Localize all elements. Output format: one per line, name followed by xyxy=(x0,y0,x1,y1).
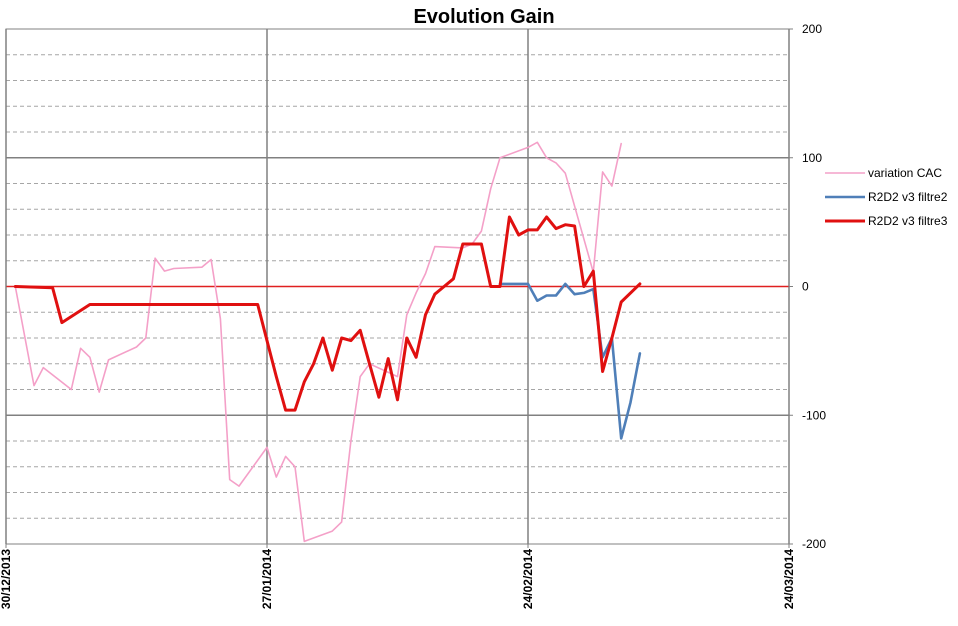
series-lines xyxy=(13,141,642,543)
y-tick-label: 0 xyxy=(802,280,809,294)
chart-title: Evolution Gain xyxy=(413,6,554,28)
legend: variation CAC R2D2 v3 filtre2 R2D2 v3 filt… xyxy=(825,166,948,228)
y-tick-label: -100 xyxy=(802,408,826,422)
x-tick-label: 27/01/2014 xyxy=(260,549,274,609)
y-tick-label: 100 xyxy=(802,151,822,165)
legend-label-1: variation CAC xyxy=(868,166,942,180)
minor-gridlines xyxy=(6,54,789,519)
series-line-1 xyxy=(14,141,623,543)
x-axis-ticks: 30/12/2013 27/01/2014 24/02/2014 24/03/2014 xyxy=(0,544,796,609)
series-line-2 xyxy=(498,282,642,440)
y-axis-ticks: 200 100 0 -100 -200 xyxy=(789,22,826,551)
series-line-3 xyxy=(13,215,642,412)
x-tick-label: 24/02/2014 xyxy=(521,549,535,609)
x-tick-label: 24/03/2014 xyxy=(782,549,796,609)
y-tick-label: 200 xyxy=(802,22,822,36)
y-tick-label: -200 xyxy=(802,537,826,551)
x-tick-label: 30/12/2013 xyxy=(0,549,13,609)
legend-label-2: R2D2 v3 filtre2 xyxy=(868,190,948,204)
legend-label-3: R2D2 v3 filtre3 xyxy=(868,214,948,228)
